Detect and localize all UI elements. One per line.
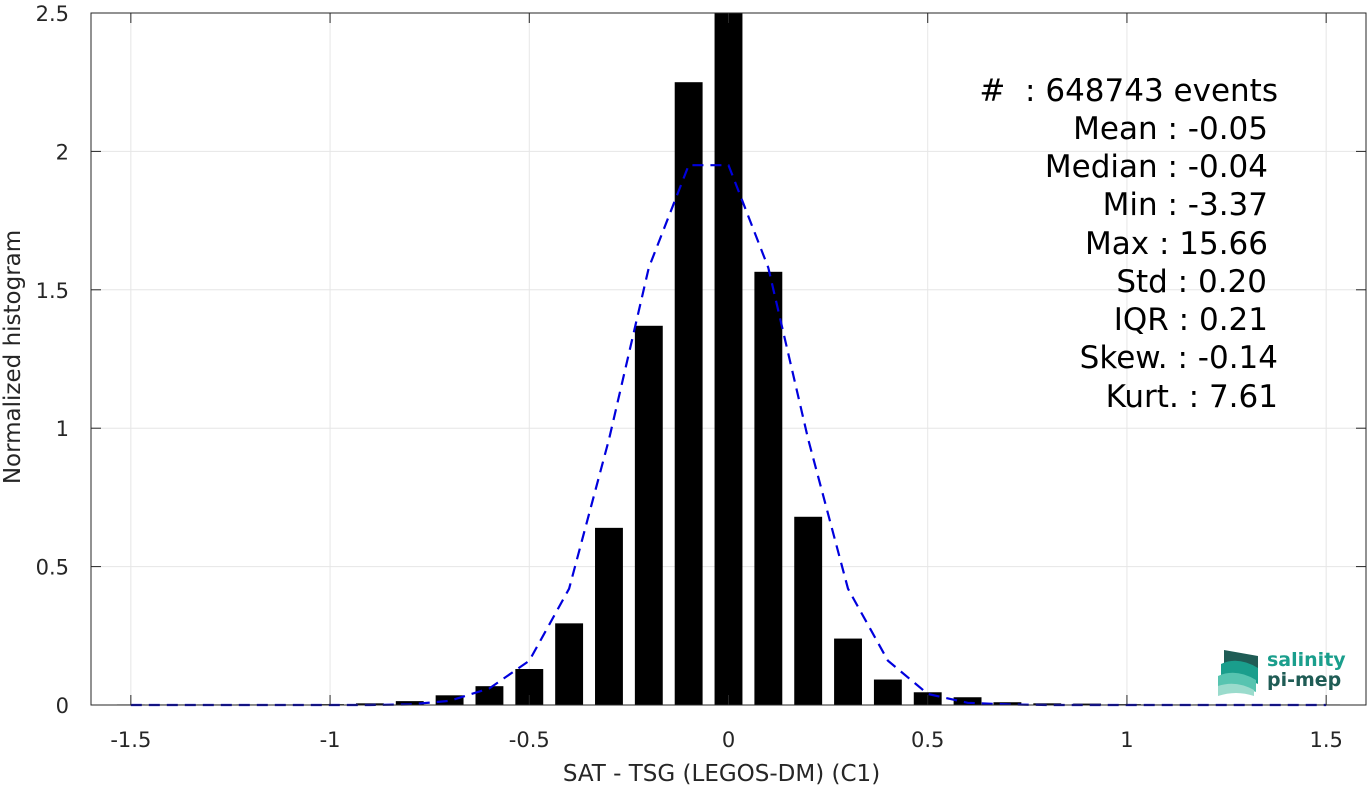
stats-line: Mean : -0.05 bbox=[1073, 111, 1268, 147]
histogram-bar bbox=[1073, 703, 1102, 705]
logo-text-line1: salinity bbox=[1267, 649, 1346, 671]
x-axis-title: SAT - TSG (LEGOS-DM) (C1) bbox=[563, 761, 880, 785]
histogram-bar bbox=[794, 516, 823, 705]
histogram-bar bbox=[435, 695, 464, 705]
y-tick-label: 0 bbox=[56, 694, 69, 718]
histogram-bar bbox=[1033, 703, 1062, 705]
x-tick-label: 1.5 bbox=[1309, 728, 1342, 752]
stats-line: Skew. : -0.14 bbox=[1080, 340, 1278, 376]
x-axis-ticks: -1.5 -1 -0.5 0 0.5 1 1.5 bbox=[110, 13, 1343, 752]
histogram-bar bbox=[714, 13, 743, 705]
y-axis-title: Normalized histogram bbox=[0, 230, 26, 484]
histogram-bar bbox=[834, 638, 862, 705]
histogram-bar bbox=[953, 697, 982, 705]
x-tick-label: 1 bbox=[1120, 728, 1133, 752]
y-tick-label: 0.5 bbox=[36, 556, 69, 580]
histogram-bar bbox=[634, 325, 663, 705]
y-tick-label: 2 bbox=[56, 140, 69, 164]
x-tick-label: 0.5 bbox=[911, 728, 944, 752]
histogram-bar bbox=[555, 623, 584, 705]
histogram-bar bbox=[475, 686, 504, 705]
x-tick-label: -1.5 bbox=[110, 728, 151, 752]
stats-line: Median : -0.04 bbox=[1045, 149, 1268, 185]
stats-line: # : 648743 events bbox=[979, 73, 1278, 109]
histogram-bars bbox=[116, 13, 1341, 706]
x-tick-label: -0.5 bbox=[509, 728, 550, 752]
y-tick-label: 1.5 bbox=[36, 279, 69, 303]
logo-waves-icon bbox=[1218, 650, 1258, 696]
stats-line: IQR : 0.21 bbox=[1114, 302, 1268, 338]
stats-line: Max : 15.66 bbox=[1085, 226, 1268, 262]
histogram-bar bbox=[674, 82, 703, 705]
y-tick-label: 1 bbox=[56, 417, 69, 441]
y-tick-label: 2.5 bbox=[36, 2, 69, 26]
stats-line: Min : -3.37 bbox=[1103, 187, 1268, 223]
stats-line: Kurt. : 7.61 bbox=[1106, 379, 1278, 415]
x-tick-label: -1 bbox=[320, 728, 341, 752]
stats-line: Std : 0.20 bbox=[1116, 264, 1267, 300]
histogram-bar bbox=[873, 679, 902, 705]
x-tick-label: 0 bbox=[722, 728, 735, 752]
histogram-bar bbox=[595, 527, 623, 705]
histogram-bar bbox=[754, 271, 783, 705]
logo-text-line2: pi-mep bbox=[1267, 669, 1341, 691]
y-axis-ticks: 0 0.5 1 1.5 2 2.5 bbox=[36, 2, 1366, 718]
histogram-bar bbox=[395, 701, 424, 705]
